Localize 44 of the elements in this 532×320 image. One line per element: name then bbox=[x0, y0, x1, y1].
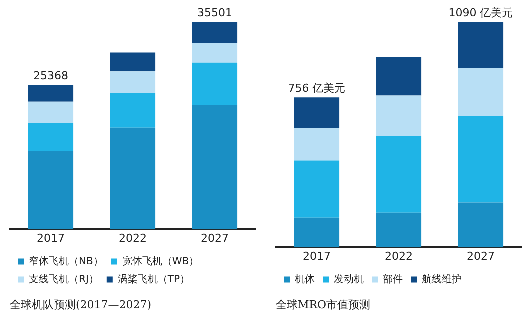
bar bbox=[294, 160, 340, 218]
bar bbox=[458, 68, 504, 116]
legend-label: 航线维护 bbox=[422, 273, 462, 286]
bar bbox=[110, 93, 156, 128]
bar bbox=[28, 152, 74, 230]
bar bbox=[192, 22, 238, 43]
legend-label: 发动机 bbox=[334, 273, 364, 286]
legend-label: 涡桨飞机（TP） bbox=[118, 273, 190, 286]
bar bbox=[458, 116, 504, 203]
legend-label: 宽体飞机（WB） bbox=[122, 255, 200, 268]
bar bbox=[458, 202, 504, 248]
bar bbox=[458, 22, 504, 68]
bar bbox=[28, 85, 74, 102]
bar bbox=[192, 105, 238, 230]
legend-label: 窄体飞机（NB） bbox=[29, 255, 104, 268]
bar bbox=[192, 62, 238, 106]
bar bbox=[294, 218, 340, 248]
x-tick-label: 2027 bbox=[467, 250, 495, 264]
text: 全球MRO市值预测 bbox=[276, 298, 371, 312]
x-tick-label: 2017 bbox=[303, 250, 331, 264]
bar bbox=[28, 102, 74, 124]
bar bbox=[376, 56, 422, 96]
annotation: 35501 bbox=[198, 6, 232, 20]
x-tick-label: 2022 bbox=[119, 232, 147, 246]
legend-label: 支线飞机（RJ） bbox=[29, 273, 99, 286]
text: 全球机队预测(2017—2027) bbox=[10, 298, 152, 312]
legend-label: 部件 bbox=[383, 273, 403, 286]
bar bbox=[376, 96, 422, 136]
bar bbox=[376, 136, 422, 213]
bar bbox=[110, 128, 156, 230]
bar bbox=[28, 123, 74, 152]
x-tick-label: 2027 bbox=[201, 232, 229, 246]
annotation: 756 亿美元 bbox=[288, 82, 346, 95]
annotation: 1090 亿美元 bbox=[448, 6, 514, 20]
legend-label: 机体 bbox=[295, 273, 315, 286]
bar bbox=[110, 52, 156, 72]
x-tick-label: 2017 bbox=[37, 232, 65, 246]
bar bbox=[294, 128, 340, 161]
bar bbox=[376, 212, 422, 248]
bar bbox=[192, 42, 238, 63]
x-tick-label: 2022 bbox=[385, 250, 413, 264]
bar bbox=[294, 98, 340, 128]
bar bbox=[110, 72, 156, 94]
annotation: 25368 bbox=[34, 70, 68, 83]
